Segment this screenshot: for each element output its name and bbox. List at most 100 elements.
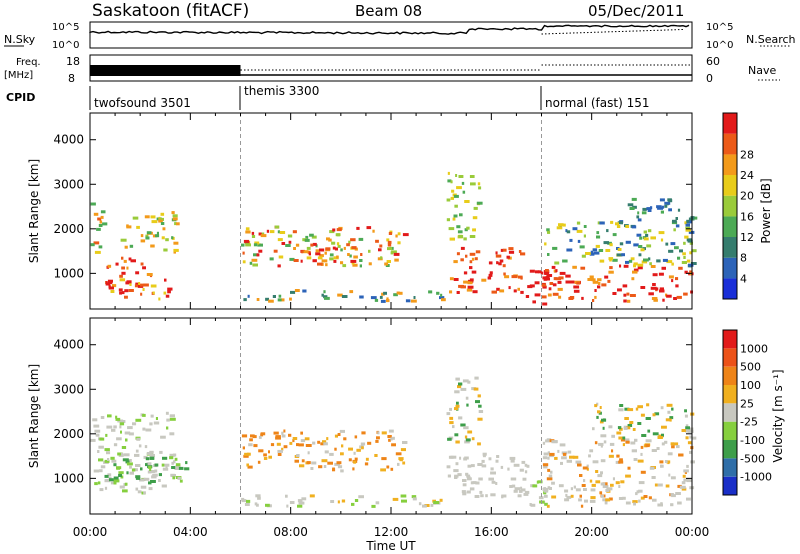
power-cell	[547, 253, 550, 256]
velocity-cell	[619, 427, 623, 431]
velocity-cell	[627, 424, 633, 427]
velocity-cell	[659, 460, 664, 464]
station-title: Saskatoon (fitACF)	[92, 1, 249, 21]
power-cell	[340, 261, 344, 265]
velocity-cell	[148, 487, 153, 491]
power-cell	[565, 229, 568, 233]
power-cell	[675, 277, 679, 281]
velocity-cell	[623, 426, 628, 430]
velocity-cell	[169, 453, 176, 457]
velocity-cell	[390, 467, 394, 471]
power-cell	[661, 205, 665, 209]
velocity-cell	[566, 459, 572, 463]
power-cell	[477, 182, 481, 186]
power-cell	[675, 217, 678, 220]
velocity-cell	[675, 492, 681, 495]
velocity-cell	[616, 454, 620, 458]
power-cell	[156, 231, 159, 235]
velocity-cell	[97, 450, 100, 453]
power-cell	[643, 258, 649, 262]
power-cell	[457, 230, 463, 234]
power-cell	[343, 246, 346, 250]
velocity-cell	[570, 487, 573, 491]
power-cell	[607, 279, 611, 283]
velocity-colorbar-segment	[723, 440, 737, 459]
power-cell	[173, 250, 176, 254]
velocity-cell	[564, 498, 570, 502]
power-cell	[134, 284, 138, 288]
velocity-cell	[104, 448, 110, 452]
power-cell	[315, 249, 320, 253]
velocity-cell	[129, 471, 134, 475]
power-cell	[324, 251, 327, 255]
power-cell	[617, 248, 622, 251]
beam-title: Beam 08	[355, 2, 422, 20]
power-colorbar-tick: 24	[740, 169, 754, 182]
power-cell	[555, 277, 561, 281]
nsearch-trace	[541, 28, 685, 35]
power-cell	[473, 206, 478, 210]
velocity-cell	[184, 467, 190, 471]
velocity-cell	[652, 413, 656, 417]
nave-trace	[240, 64, 692, 71]
velocity-cell	[289, 501, 295, 504]
power-cell	[466, 226, 470, 230]
velocity-cell	[641, 434, 647, 437]
power-cell	[121, 256, 124, 260]
velocity-cell	[286, 504, 289, 508]
velocity-cell	[246, 463, 249, 467]
power-cell	[380, 299, 386, 303]
power-cell	[256, 253, 260, 257]
power-cell	[472, 228, 476, 232]
power-cell	[152, 291, 155, 295]
velocity-cell	[549, 452, 555, 456]
velocity-cell	[381, 431, 387, 435]
velocity-cell	[354, 435, 358, 439]
cpid-mode-themis: themis 3300	[244, 84, 319, 98]
power-cell	[623, 299, 627, 303]
velocity-cell	[599, 406, 602, 409]
power-cell	[454, 194, 459, 198]
velocity-cell	[143, 491, 146, 495]
power-cell	[306, 256, 312, 260]
velocity-cell	[624, 417, 629, 420]
date-title: 05/Dec/2011	[588, 2, 684, 20]
velocity-cell	[402, 461, 406, 465]
velocity-cell	[323, 442, 328, 446]
velocity-cell	[456, 401, 459, 405]
power-cell	[573, 289, 580, 293]
power-cell	[288, 240, 292, 244]
power-cell	[439, 296, 445, 300]
power-cell	[142, 288, 145, 291]
power-cell	[542, 302, 548, 306]
power-cell	[636, 215, 640, 219]
power-cell	[450, 196, 454, 200]
power-cell	[596, 231, 600, 235]
time-axis-ticks: 00:00 04:00 08:00 12:00 16:00 20:00 00:00	[73, 525, 710, 539]
velocity-cell	[392, 436, 395, 440]
velocity-colorbar-segment	[723, 403, 737, 422]
power-cell	[136, 225, 140, 229]
velocity-cell	[686, 464, 689, 468]
velocity-cell	[514, 487, 521, 491]
velocity-cell	[469, 487, 475, 491]
velocity-cell	[454, 407, 458, 411]
power-cell	[622, 284, 628, 288]
velocity-cell	[604, 501, 608, 505]
velocity-cell	[339, 429, 345, 433]
velocity-axes: 1000 2000 3000 4000	[53, 318, 693, 514]
velocity-cell	[392, 497, 399, 501]
y-tick-label: 2000	[53, 222, 84, 236]
velocity-cell	[488, 457, 492, 461]
velocity-cell	[669, 416, 674, 420]
power-cell	[612, 258, 618, 262]
velocity-cell	[651, 449, 657, 452]
velocity-cell	[310, 467, 314, 470]
velocity-cell	[590, 488, 596, 492]
velocity-cell	[500, 465, 504, 469]
power-cell	[93, 212, 99, 216]
velocity-cell	[129, 465, 132, 469]
velocity-cell	[273, 431, 279, 435]
power-cell	[241, 243, 245, 247]
power-cell	[381, 292, 385, 296]
